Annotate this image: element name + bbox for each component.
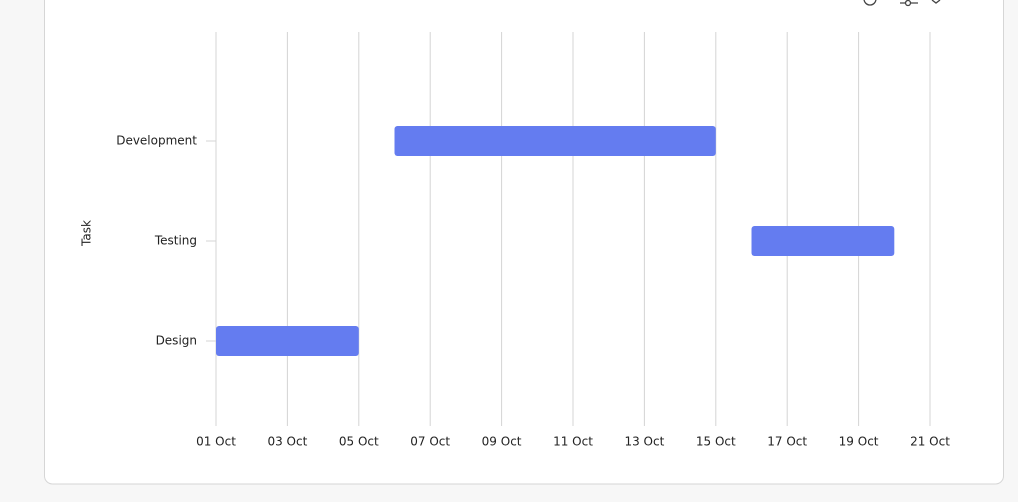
x-tick-label: 01 Oct bbox=[196, 435, 236, 449]
x-tick-label: 05 Oct bbox=[339, 435, 379, 449]
task-bar bbox=[394, 126, 716, 156]
y-tick-label: Design bbox=[156, 334, 197, 348]
x-tick-label: 07 Oct bbox=[410, 435, 450, 449]
x-tick-label: 09 Oct bbox=[482, 435, 522, 449]
toolbar-icons[interactable] bbox=[863, 0, 941, 7]
task-bar bbox=[216, 326, 359, 356]
x-tick-label: 17 Oct bbox=[767, 435, 807, 449]
x-tick-label: 03 Oct bbox=[267, 435, 307, 449]
y-axis-label: Task bbox=[80, 220, 94, 247]
y-tick-label: Testing bbox=[154, 234, 197, 248]
task-bar bbox=[751, 226, 895, 256]
x-tick-label: 19 Oct bbox=[839, 435, 879, 449]
x-tick-label: 15 Oct bbox=[696, 435, 736, 449]
card bbox=[44, 0, 1004, 485]
y-tick-label: Development bbox=[116, 134, 197, 148]
x-tick-label: 21 Oct bbox=[910, 435, 950, 449]
x-tick-label: 11 Oct bbox=[553, 435, 593, 449]
x-tick-label: 13 Oct bbox=[624, 435, 664, 449]
